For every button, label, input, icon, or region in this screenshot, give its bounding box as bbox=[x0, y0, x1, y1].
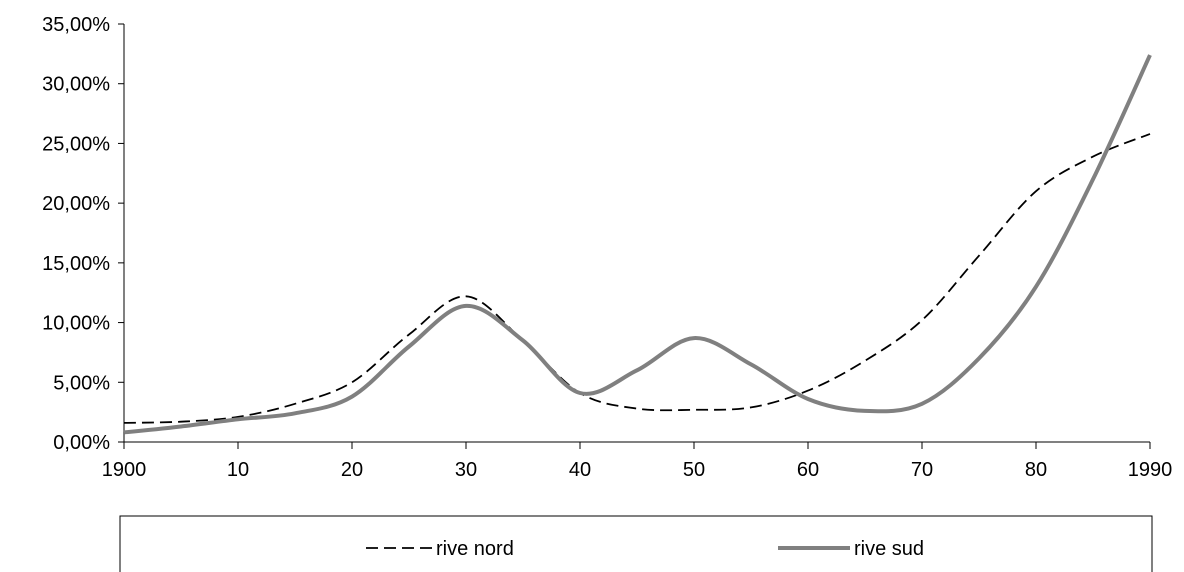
y-tick-label: 0,00% bbox=[53, 432, 110, 454]
legend: rive nord rive sud bbox=[119, 515, 1153, 572]
y-tick-label: 35,00% bbox=[42, 14, 110, 36]
y-tick-label: 20,00% bbox=[42, 193, 110, 215]
legend-label-rive-sud: rive sud bbox=[854, 538, 924, 560]
series-line-rive-nord bbox=[123, 133, 1151, 424]
x-tick-label: 1990 bbox=[1128, 459, 1173, 481]
y-tick-label: 10,00% bbox=[42, 313, 110, 335]
y-tick-label: 30,00% bbox=[42, 74, 110, 96]
series-line-rive-sud bbox=[123, 54, 1152, 435]
x-tick-label: 60 bbox=[797, 459, 819, 481]
x-tick-label: 40 bbox=[569, 459, 591, 481]
x-tick-label: 50 bbox=[683, 459, 705, 481]
tick-labels: 0,00% 5,00% 10,00% 15,00% 20,00% 25,00% 30,00%… bbox=[42, 14, 1172, 481]
y-tick-label: 25,00% bbox=[42, 133, 110, 155]
x-tick-label: 30 bbox=[455, 459, 477, 481]
x-tick-label: 80 bbox=[1025, 459, 1047, 481]
legend-label-rive-nord: rive nord bbox=[436, 538, 514, 560]
x-tick-label: 10 bbox=[227, 459, 249, 481]
legend-box bbox=[119, 515, 1153, 572]
series-lines bbox=[123, 54, 1152, 435]
y-tick-label: 15,00% bbox=[42, 253, 110, 275]
x-tick-label: 20 bbox=[341, 459, 363, 481]
chart-axes bbox=[118, 23, 1151, 449]
x-tick-label: 1900 bbox=[102, 459, 147, 481]
y-tick-label: 5,00% bbox=[53, 372, 110, 394]
x-tick-label: 70 bbox=[911, 459, 933, 481]
